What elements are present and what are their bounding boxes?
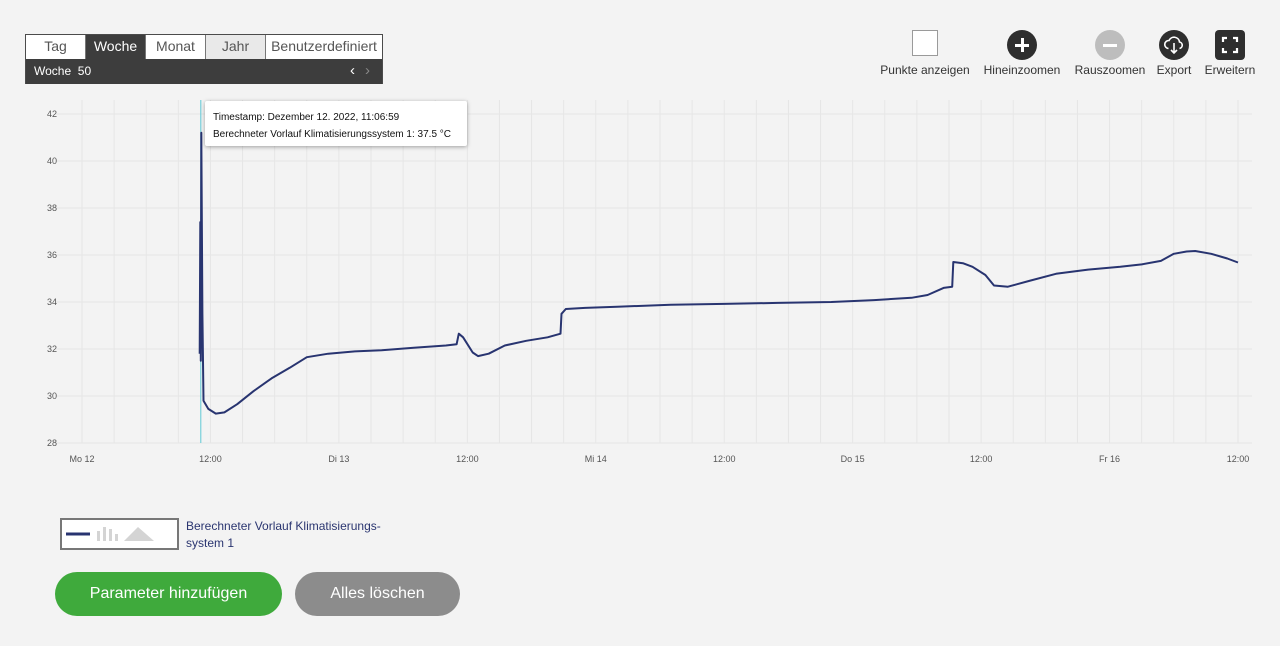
area-type-icon[interactable] bbox=[124, 527, 154, 541]
zoom-out-button[interactable]: Rauszoomen bbox=[1071, 30, 1149, 77]
week-label: Woche 50 bbox=[34, 64, 92, 78]
x-tick-label: 12:00 bbox=[456, 454, 479, 464]
minus-circle-icon bbox=[1095, 30, 1125, 60]
show-points-label: Punkte anzeigen bbox=[880, 63, 970, 77]
clear-all-button[interactable]: Alles löschen bbox=[295, 572, 460, 616]
x-tick-label: Do 15 bbox=[841, 454, 865, 464]
checkbox-icon[interactable] bbox=[912, 30, 938, 56]
export-label: Export bbox=[1156, 63, 1192, 77]
zoom-in-button[interactable]: Hineinzoomen bbox=[978, 30, 1066, 77]
tab-woche[interactable]: Woche bbox=[86, 35, 146, 59]
zoom-in-label: Hineinzoomen bbox=[983, 63, 1061, 77]
x-tick-label: 12:00 bbox=[199, 454, 222, 464]
x-axis-ticks: Mo 12 12:00 Di 13 12:00 Mi 14 12:00 Do 15 12:00… bbox=[69, 454, 1249, 464]
export-button[interactable]: Export bbox=[1152, 30, 1196, 77]
x-tick-label: Fr 16 bbox=[1099, 454, 1120, 464]
tab-tag[interactable]: Tag bbox=[26, 35, 86, 59]
y-axis-ticks: 42 40 38 36 34 32 30 28 bbox=[47, 109, 57, 448]
legend-series-label[interactable]: Berechneter Vorlauf Klimatisierungs- sys… bbox=[186, 519, 381, 550]
chart-tooltip: Timestamp: Dezember 12. 2022, 11:06:59 B… bbox=[205, 101, 467, 146]
add-parameter-button[interactable]: Parameter hinzufügen bbox=[55, 572, 282, 616]
zoom-out-label: Rauszoomen bbox=[1074, 63, 1146, 77]
show-points-toggle[interactable]: Punkte anzeigen bbox=[875, 30, 975, 77]
series-line[interactable] bbox=[198, 131, 1239, 415]
chevron-left-icon[interactable]: ‹ bbox=[350, 62, 355, 79]
expand-label: Erweitern bbox=[1204, 63, 1256, 77]
x-tick-label: Di 13 bbox=[328, 454, 349, 464]
y-tick-label: 32 bbox=[47, 344, 57, 354]
y-tick-label: 30 bbox=[47, 391, 57, 401]
x-tick-label: 12:00 bbox=[970, 454, 993, 464]
y-tick-label: 36 bbox=[47, 250, 57, 260]
week-navigator: Woche 50 ‹ › bbox=[26, 59, 382, 84]
chevron-right-icon[interactable]: › bbox=[365, 62, 370, 79]
tooltip-timestamp: Timestamp: Dezember 12. 2022, 11:06:59 bbox=[213, 112, 400, 123]
plus-circle-icon bbox=[1007, 30, 1037, 60]
y-tick-label: 38 bbox=[47, 203, 57, 213]
cloud-download-icon bbox=[1159, 30, 1189, 60]
y-tick-label: 40 bbox=[47, 156, 57, 166]
y-tick-label: 28 bbox=[47, 438, 57, 448]
legend-chart-type-toggle[interactable] bbox=[60, 518, 179, 550]
tab-jahr[interactable]: Jahr bbox=[206, 35, 266, 59]
tab-monat[interactable]: Monat bbox=[146, 35, 206, 59]
x-tick-label: 12:00 bbox=[713, 454, 736, 464]
expand-button[interactable]: Erweitern bbox=[1200, 30, 1260, 77]
bar-type-icon[interactable] bbox=[97, 527, 118, 541]
tooltip-value: Berechneter Vorlauf Klimatisierungssyste… bbox=[213, 129, 451, 140]
x-tick-label: 12:00 bbox=[1227, 454, 1250, 464]
y-tick-label: 42 bbox=[47, 109, 57, 119]
period-selector: Tag Woche Monat Jahr Benutzerdefiniert W… bbox=[25, 34, 383, 84]
x-tick-label: Mi 14 bbox=[585, 454, 607, 464]
fullscreen-icon bbox=[1215, 30, 1245, 60]
tab-benutzerdefiniert[interactable]: Benutzerdefiniert bbox=[266, 35, 382, 59]
y-tick-label: 34 bbox=[47, 297, 57, 307]
chart-grid bbox=[56, 100, 1252, 444]
line-chart[interactable]: 42 40 38 36 34 32 30 28 Mo 12 12:00 Di 13 12:00 Mi … bbox=[0, 96, 1280, 476]
x-tick-label: Mo 12 bbox=[69, 454, 94, 464]
period-tabs: Tag Woche Monat Jahr Benutzerdefiniert bbox=[26, 35, 382, 59]
